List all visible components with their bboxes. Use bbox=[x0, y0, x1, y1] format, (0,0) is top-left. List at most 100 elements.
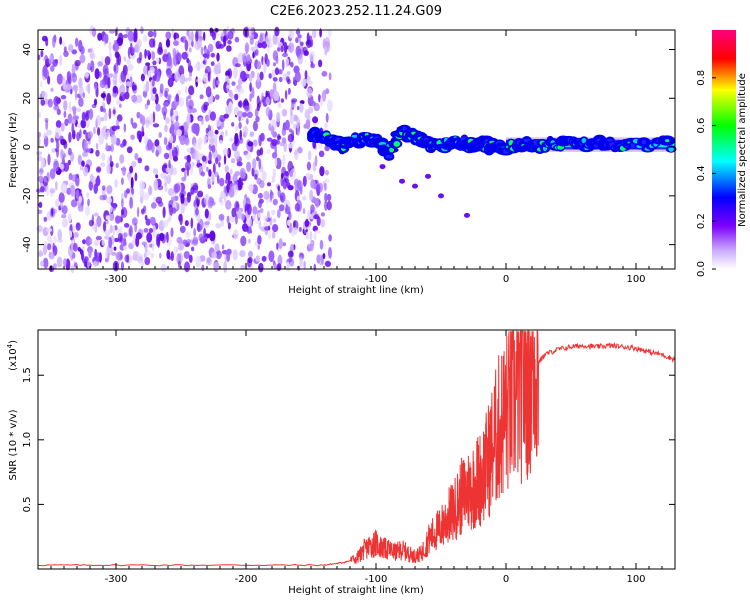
noise-blob bbox=[309, 243, 314, 251]
noise-blob bbox=[282, 52, 288, 58]
snr-scale-label: (x104) bbox=[6, 340, 19, 371]
chart-title: C2E6.2023.252.11.24.G09 bbox=[270, 4, 442, 19]
noise-blob bbox=[242, 125, 249, 136]
noise-blob bbox=[308, 150, 312, 161]
noise-blob bbox=[93, 212, 99, 217]
noise-blob bbox=[246, 54, 251, 65]
noise-blob bbox=[149, 66, 155, 74]
noise-blob bbox=[150, 95, 157, 102]
noise-blob bbox=[306, 80, 313, 85]
noise-blob bbox=[228, 188, 235, 198]
signal-clump-core bbox=[581, 138, 587, 144]
noise-blob bbox=[119, 226, 123, 235]
noise-blob bbox=[234, 184, 239, 195]
noise-blob bbox=[57, 229, 63, 241]
noise-blob bbox=[59, 54, 63, 67]
noise-blob bbox=[280, 172, 284, 179]
noise-blob bbox=[152, 240, 155, 253]
noise-blob bbox=[148, 228, 154, 233]
noise-blob bbox=[296, 106, 300, 111]
noise-blob bbox=[281, 108, 288, 117]
noise-blob bbox=[87, 198, 90, 207]
noise-blob bbox=[204, 221, 210, 226]
noise-blob bbox=[200, 171, 206, 177]
noise-blob bbox=[102, 108, 107, 113]
noise-blob bbox=[237, 52, 244, 63]
noise-blob bbox=[184, 86, 188, 94]
noise-blob bbox=[184, 220, 189, 227]
x-tick-label: 0 bbox=[503, 574, 509, 585]
noise-blob bbox=[214, 129, 219, 135]
noise-blob bbox=[87, 83, 91, 94]
noise-blob bbox=[40, 50, 44, 58]
noise-blob bbox=[268, 73, 272, 79]
snr-series bbox=[37, 330, 676, 567]
noise-blob bbox=[47, 98, 53, 108]
colorbar-tick-label: 0.6 bbox=[696, 118, 707, 134]
noise-blob bbox=[302, 175, 307, 187]
noise-blob bbox=[155, 174, 159, 179]
noise-blob bbox=[75, 37, 79, 47]
noise-blob bbox=[121, 261, 124, 271]
noise-blob bbox=[131, 187, 135, 195]
noise-blob bbox=[321, 70, 328, 77]
noise-blob bbox=[212, 163, 216, 175]
noise-blob bbox=[283, 41, 288, 54]
noise-blob bbox=[237, 209, 243, 220]
noise-blob bbox=[61, 205, 68, 215]
noise-blob bbox=[326, 200, 332, 211]
noise-blob bbox=[179, 135, 186, 146]
noise-blob bbox=[56, 256, 63, 268]
noise-blob bbox=[214, 64, 220, 75]
noise-blob bbox=[203, 227, 207, 238]
noise-blob bbox=[257, 212, 261, 218]
noise-blob bbox=[124, 91, 130, 100]
noise-blob bbox=[172, 167, 178, 176]
noise-blob bbox=[299, 256, 304, 268]
noise-blob bbox=[171, 27, 175, 38]
noise-blob bbox=[46, 227, 53, 233]
noise-blob bbox=[207, 202, 213, 209]
noise-blob bbox=[271, 152, 278, 159]
noise-blob bbox=[178, 97, 185, 107]
noise-blob bbox=[100, 92, 107, 99]
noise-blob bbox=[120, 70, 127, 83]
noise-blob bbox=[283, 199, 290, 208]
noise-blob bbox=[176, 236, 183, 244]
noise-blob bbox=[144, 244, 148, 254]
snr-frame bbox=[37, 329, 676, 570]
noise-blob bbox=[306, 87, 313, 98]
noise-blob bbox=[53, 160, 59, 172]
noise-blob bbox=[186, 239, 192, 244]
colorbar-tick-label: 0.8 bbox=[696, 70, 707, 86]
noise-blob bbox=[175, 52, 182, 63]
noise-blob bbox=[108, 41, 112, 52]
noise-blob bbox=[147, 30, 154, 38]
noise-blob bbox=[169, 204, 174, 216]
noise-blob bbox=[247, 141, 254, 147]
noise-blob bbox=[61, 214, 67, 219]
noise-blob bbox=[116, 54, 119, 66]
noise-blob bbox=[38, 250, 43, 256]
noise-blob bbox=[215, 250, 222, 260]
noise-blob bbox=[309, 50, 316, 62]
noise-blob bbox=[206, 166, 209, 172]
noise-blob bbox=[89, 173, 94, 183]
noise-blob bbox=[291, 98, 298, 103]
noise-blob bbox=[247, 257, 252, 268]
signal-clump-core bbox=[393, 141, 401, 147]
noise-blob bbox=[257, 192, 263, 199]
noise-blob bbox=[255, 78, 262, 90]
noise-blob bbox=[209, 111, 216, 121]
noise-blob bbox=[294, 71, 301, 83]
noise-blob bbox=[53, 96, 60, 107]
noise-blob bbox=[104, 33, 109, 44]
noise-blob bbox=[173, 32, 180, 40]
noise-blob bbox=[273, 62, 276, 67]
noise-blob bbox=[287, 250, 294, 258]
noise-blob bbox=[268, 230, 272, 241]
noise-blob bbox=[142, 90, 148, 98]
noise-blob bbox=[198, 116, 203, 122]
noise-blob bbox=[227, 30, 234, 40]
noise-blob bbox=[286, 261, 290, 272]
